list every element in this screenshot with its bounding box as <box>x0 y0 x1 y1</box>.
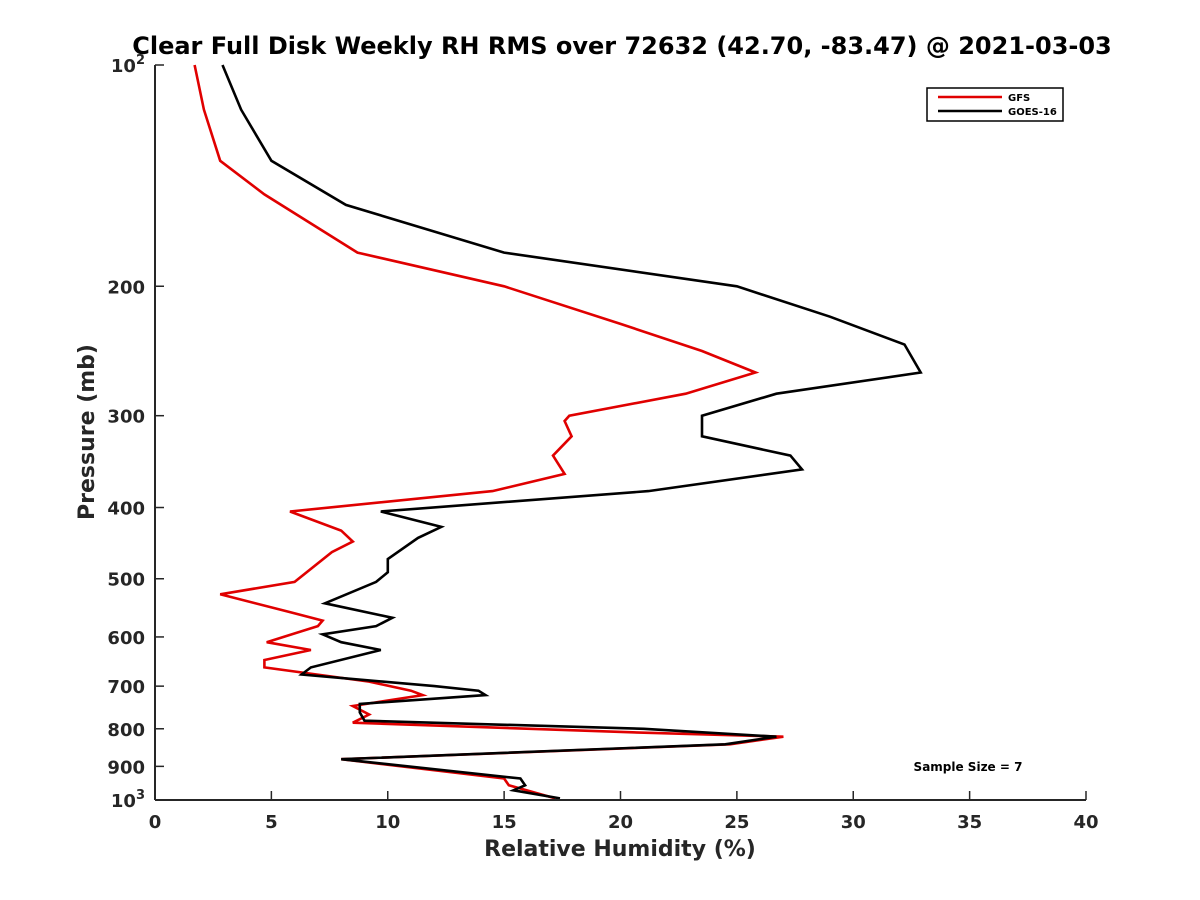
sample-size-annotation: Sample Size = 7 <box>914 760 1023 774</box>
x-tick-label: 10 <box>375 812 400 833</box>
legend-label-goes16: GOES-16 <box>1008 107 1057 118</box>
legend: GFS GOES-16 <box>926 87 1064 122</box>
series-line-goes16 <box>221 64 923 800</box>
y-tick-label: 600 <box>107 628 145 649</box>
x-ticks: 0 5 10 15 20 25 30 35 40 <box>149 791 1099 833</box>
y-tick-label: 102 <box>111 53 145 77</box>
x-tick-label: 25 <box>724 812 749 833</box>
y-tick-label: 700 <box>107 677 145 698</box>
x-tick-label: 40 <box>1073 812 1098 833</box>
chart-title: Clear Full Disk Weekly RH RMS over 72632… <box>132 32 1112 60</box>
y-ticks: 102 200 300 400 500 600 700 800 900 103 <box>107 53 164 812</box>
legend-label-gfs: GFS <box>1008 93 1030 104</box>
y-tick-label: 500 <box>107 570 145 591</box>
x-tick-label: 30 <box>841 812 866 833</box>
series-layer <box>193 64 923 800</box>
x-tick-label: 5 <box>265 812 278 833</box>
y-tick-label: 400 <box>107 499 145 520</box>
y-tick-label: 300 <box>107 407 145 428</box>
x-tick-label: 20 <box>608 812 633 833</box>
y-axis-label: Pressure (mb) <box>75 344 100 520</box>
x-tick-label: 15 <box>492 812 517 833</box>
x-tick-label: 0 <box>149 812 162 833</box>
legend-box <box>926 87 1064 122</box>
y-tick-label: 200 <box>107 277 145 298</box>
series-line-gfs <box>193 64 784 800</box>
x-tick-label: 35 <box>957 812 982 833</box>
plot-area: 0 5 10 15 20 25 30 35 40 102 200 300 400 500 600 700 80… <box>107 53 1098 833</box>
y-tick-label: 800 <box>107 720 145 741</box>
y-tick-label: 900 <box>107 757 145 778</box>
y-tick-label: 103 <box>111 788 145 812</box>
x-axis-label: Relative Humidity (%) <box>484 837 756 862</box>
